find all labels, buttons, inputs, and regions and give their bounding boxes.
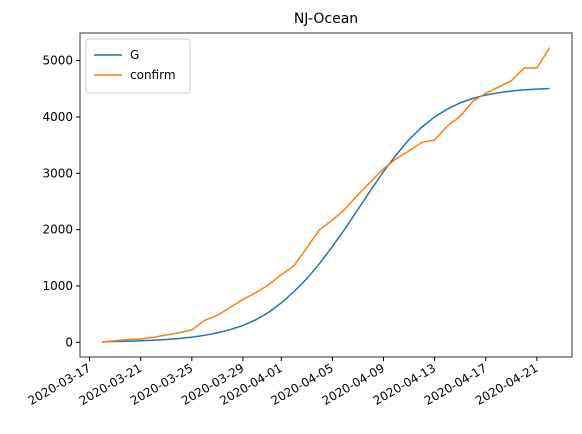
legend-label: confirm xyxy=(130,68,176,82)
y-tick-label: 5000 xyxy=(42,54,73,68)
y-tick-label: 3000 xyxy=(42,166,73,180)
series-line xyxy=(102,87,550,343)
legend-label: G xyxy=(130,48,139,62)
chart-title: NJ-Ocean xyxy=(294,11,358,27)
y-tick-label: 4000 xyxy=(42,110,73,124)
axes-frame xyxy=(79,32,573,358)
y-tick-label: 1000 xyxy=(42,279,73,293)
y-tick-label: 0 xyxy=(65,335,73,349)
series-line xyxy=(102,47,551,343)
y-tick-label: 2000 xyxy=(42,223,73,237)
legend-box xyxy=(85,38,191,94)
